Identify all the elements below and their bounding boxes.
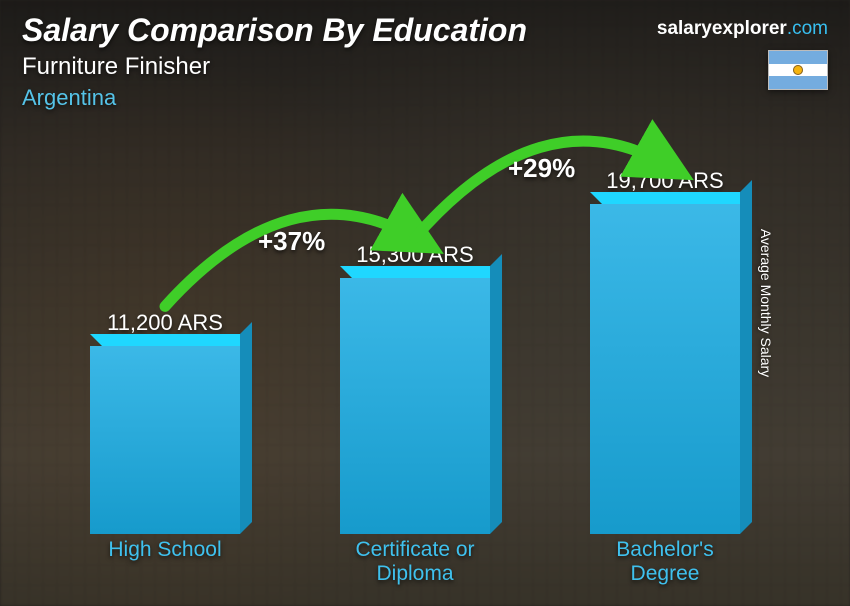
brand-name-main: salaryexplorer (657, 18, 787, 39)
brand-text: salaryexplorer.com (657, 18, 828, 40)
flag-icon (768, 50, 828, 90)
bar-value-label: 11,200 ARS (107, 310, 223, 336)
category-label: High School (40, 538, 290, 586)
category-label: Bachelor'sDegree (540, 538, 790, 586)
brand-name-domain: .com (787, 18, 828, 39)
bars-container: 11,200 ARS 15,300 ARS 19,700 ARS (40, 140, 790, 534)
bar-value-label: 19,700 ARS (606, 168, 723, 194)
bar-shape (340, 278, 490, 534)
bar-0: 11,200 ARS (40, 140, 290, 534)
bar-shape (90, 346, 240, 534)
bar-2: 19,700 ARS (540, 140, 790, 534)
bar-chart: 11,200 ARS 15,300 ARS 19,700 ARS High Scho… (40, 140, 790, 586)
bar-shape (590, 204, 740, 534)
bar-value-label: 15,300 ARS (356, 242, 473, 268)
brand-block: salaryexplorer.com (657, 18, 828, 95)
category-labels: High SchoolCertificate orDiplomaBachelor… (40, 538, 790, 586)
bar-1: 15,300 ARS (290, 140, 540, 534)
category-label: Certificate orDiploma (290, 538, 540, 586)
